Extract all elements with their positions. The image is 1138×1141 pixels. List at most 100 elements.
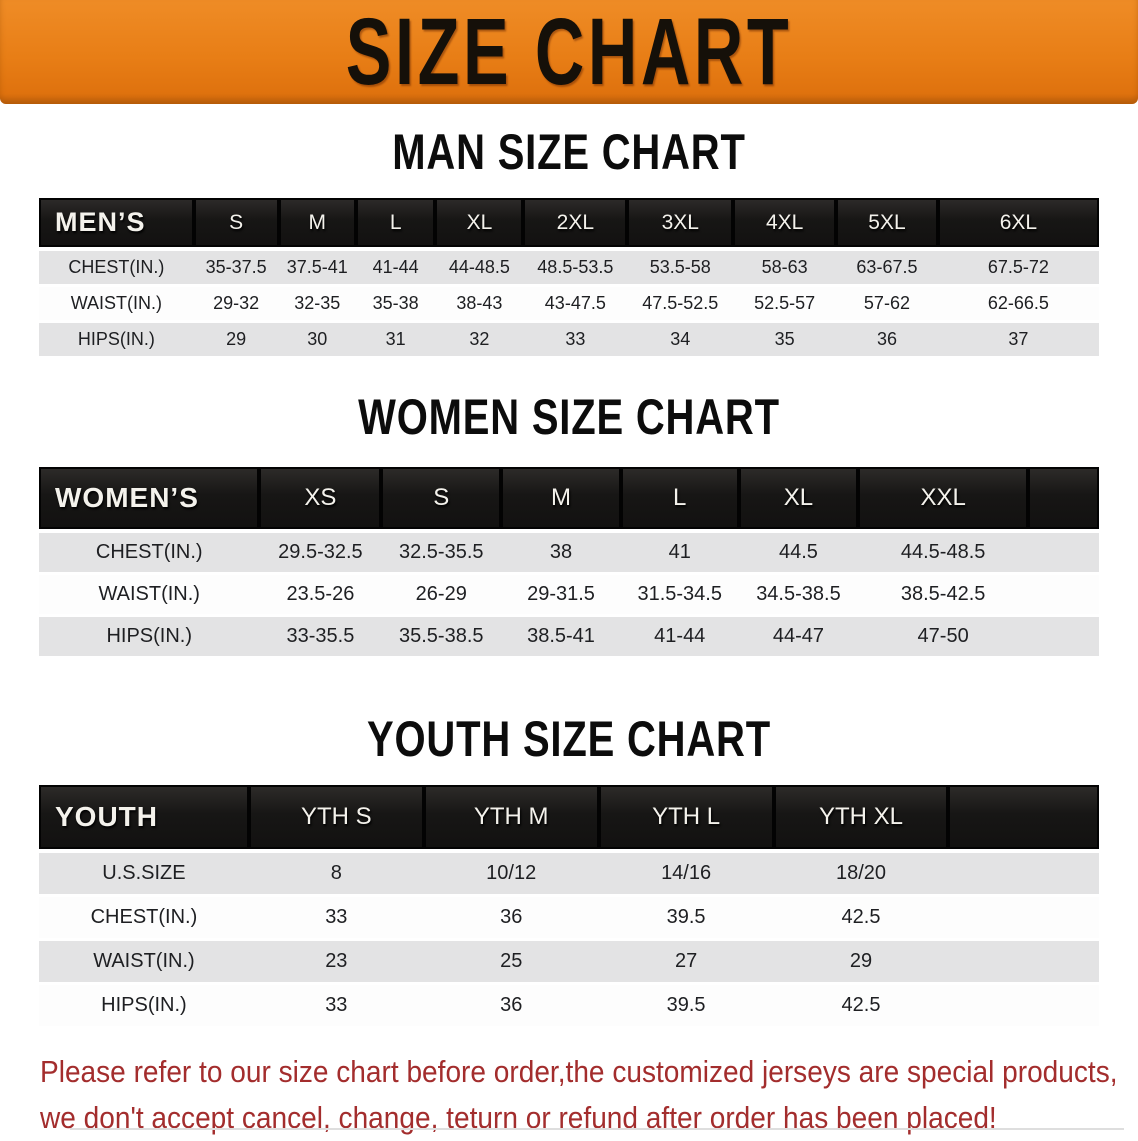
women-section-title: WOMEN SIZE CHART xyxy=(358,389,780,445)
size-value-cell: 33 xyxy=(248,897,424,941)
size-value-cell: 10/12 xyxy=(423,853,599,897)
men-corner-label: MEN’S xyxy=(39,198,194,251)
youth-size-column-header: YTH XL xyxy=(773,785,949,853)
size-value-cell: 58-63 xyxy=(733,251,837,287)
order-notice: Please refer to our size chart before or… xyxy=(40,1049,1138,1141)
size-value-cell: 29 xyxy=(193,323,279,359)
men-size-column-header: 2XL xyxy=(523,198,628,251)
size-value-cell: 34 xyxy=(627,323,734,359)
banner-title: SIZE CHART xyxy=(345,0,793,105)
men-table-row: WAIST(IN.) 29-32 32-35 35-38 38-43 43-47.5 47.… xyxy=(39,287,1099,323)
size-value-cell: 14/16 xyxy=(598,853,774,897)
spacer-cell xyxy=(948,853,1099,897)
size-value-cell: 44-47 xyxy=(738,617,859,659)
men-size-column-header: XL xyxy=(435,198,524,251)
size-value-cell: 8 xyxy=(248,853,424,897)
row-label: U.S.SIZE xyxy=(39,853,249,897)
spacer-cell xyxy=(948,941,1099,985)
row-label: CHEST(IN.) xyxy=(39,533,260,575)
women-size-column-header: XL xyxy=(738,467,859,533)
size-value-cell: 52.5-57 xyxy=(733,287,837,323)
women-size-column-header: XS xyxy=(259,467,382,533)
size-value-cell: 53.5-58 xyxy=(627,251,734,287)
size-value-cell: 42.5 xyxy=(773,985,949,1029)
size-value-cell: 47-50 xyxy=(858,617,1028,659)
size-value-cell: 36 xyxy=(836,323,938,359)
youth-table-row: HIPS(IN.) 33 36 39.5 42.5 xyxy=(39,985,1099,1029)
size-value-cell: 33 xyxy=(248,985,424,1029)
size-value-cell: 39.5 xyxy=(598,897,774,941)
size-value-cell: 43-47.5 xyxy=(523,287,628,323)
youth-corner-label: YOUTH xyxy=(39,785,249,853)
row-label: HIPS(IN.) xyxy=(39,323,194,359)
youth-header-row: YOUTH YTH S YTH M YTH L YTH XL xyxy=(39,785,1099,853)
section-youth: YOUTH SIZE CHART YOUTH YTH S YTH M YTH L YTH… xyxy=(0,713,1138,1029)
row-label: CHEST(IN.) xyxy=(39,251,194,287)
size-value-cell: 44-48.5 xyxy=(435,251,524,287)
size-value-cell: 42.5 xyxy=(773,897,949,941)
size-value-cell: 23 xyxy=(248,941,424,985)
men-header-row: MEN’S S M L XL 2XL 3XL 4XL 5XL 6XL xyxy=(39,198,1099,251)
size-value-cell: 36 xyxy=(423,897,599,941)
size-value-cell: 25 xyxy=(423,941,599,985)
women-size-column-header: XXL xyxy=(858,467,1028,533)
size-value-cell: 33-35.5 xyxy=(259,617,382,659)
size-value-cell: 62-66.5 xyxy=(937,287,1099,323)
women-size-table: WOMEN’S XS S M L XL XXL CHEST(IN.) 29.5-32.5 32.… xyxy=(39,467,1099,659)
size-value-cell: 29.5-32.5 xyxy=(259,533,382,575)
men-size-column-header: L xyxy=(355,198,436,251)
spacer-cell xyxy=(1027,467,1099,533)
men-size-column-header: 6XL xyxy=(937,198,1099,251)
size-value-cell: 38.5-41 xyxy=(501,617,621,659)
section-women: WOMEN SIZE CHART WOMEN’S XS S M L XL XXL CHEST… xyxy=(0,391,1138,659)
size-value-cell: 44.5-48.5 xyxy=(858,533,1028,575)
youth-size-column-header: YTH L xyxy=(598,785,774,853)
size-value-cell: 63-67.5 xyxy=(836,251,938,287)
size-value-cell: 41-44 xyxy=(355,251,436,287)
section-men: MAN SIZE CHART MEN’S S M L XL 2XL 3XL 4XL 5XL 6XL… xyxy=(0,126,1138,359)
women-header-row: WOMEN’S XS S M L XL XXL xyxy=(39,467,1099,533)
spacer-cell xyxy=(948,985,1099,1029)
row-label: HIPS(IN.) xyxy=(39,985,249,1029)
women-size-column-header: L xyxy=(620,467,739,533)
size-value-cell: 39.5 xyxy=(598,985,774,1029)
size-value-cell: 35-37.5 xyxy=(193,251,279,287)
men-section-title: MAN SIZE CHART xyxy=(392,124,746,180)
youth-size-column-header: YTH M xyxy=(423,785,599,853)
size-value-cell: 41-44 xyxy=(620,617,739,659)
spacer-cell xyxy=(948,785,1099,853)
men-size-column-header: S xyxy=(193,198,279,251)
size-value-cell: 37.5-41 xyxy=(278,251,356,287)
notice-line-2: we don't accept cancel, change, teturn o… xyxy=(40,1100,997,1135)
row-label: WAIST(IN.) xyxy=(39,575,260,617)
size-value-cell: 33 xyxy=(523,323,628,359)
women-table-row: WAIST(IN.) 23.5-26 26-29 29-31.5 31.5-34.5 34… xyxy=(39,575,1099,617)
youth-size-table: YOUTH YTH S YTH M YTH L YTH XL U.S.SIZE 8 10/1… xyxy=(39,785,1099,1029)
size-value-cell: 31 xyxy=(355,323,436,359)
size-value-cell: 44.5 xyxy=(738,533,859,575)
bottom-divider xyxy=(70,1128,1124,1130)
women-size-column-header: M xyxy=(501,467,621,533)
size-value-cell: 32-35 xyxy=(278,287,356,323)
men-size-column-header: 4XL xyxy=(733,198,837,251)
youth-table-row: CHEST(IN.) 33 36 39.5 42.5 xyxy=(39,897,1099,941)
women-corner-label: WOMEN’S xyxy=(39,467,260,533)
size-value-cell: 47.5-52.5 xyxy=(627,287,734,323)
women-table-row: CHEST(IN.) 29.5-32.5 32.5-35.5 38 41 44.5 44.5… xyxy=(39,533,1099,575)
size-value-cell: 38 xyxy=(501,533,621,575)
size-value-cell: 23.5-26 xyxy=(259,575,382,617)
size-value-cell: 26-29 xyxy=(381,575,502,617)
size-value-cell: 48.5-53.5 xyxy=(523,251,628,287)
size-value-cell: 29-32 xyxy=(193,287,279,323)
size-value-cell: 36 xyxy=(423,985,599,1029)
size-value-cell: 35-38 xyxy=(355,287,436,323)
men-table-row: CHEST(IN.) 35-37.5 37.5-41 41-44 44-48.5 48.5… xyxy=(39,251,1099,287)
size-value-cell: 29-31.5 xyxy=(501,575,621,617)
youth-section-title: YOUTH SIZE CHART xyxy=(367,711,771,767)
women-table-row: HIPS(IN.) 33-35.5 35.5-38.5 38.5-41 41-44 44-… xyxy=(39,617,1099,659)
youth-size-column-header: YTH S xyxy=(248,785,424,853)
women-size-column-header: S xyxy=(381,467,502,533)
size-value-cell: 41 xyxy=(620,533,739,575)
youth-table-row: U.S.SIZE 8 10/12 14/16 18/20 xyxy=(39,853,1099,897)
